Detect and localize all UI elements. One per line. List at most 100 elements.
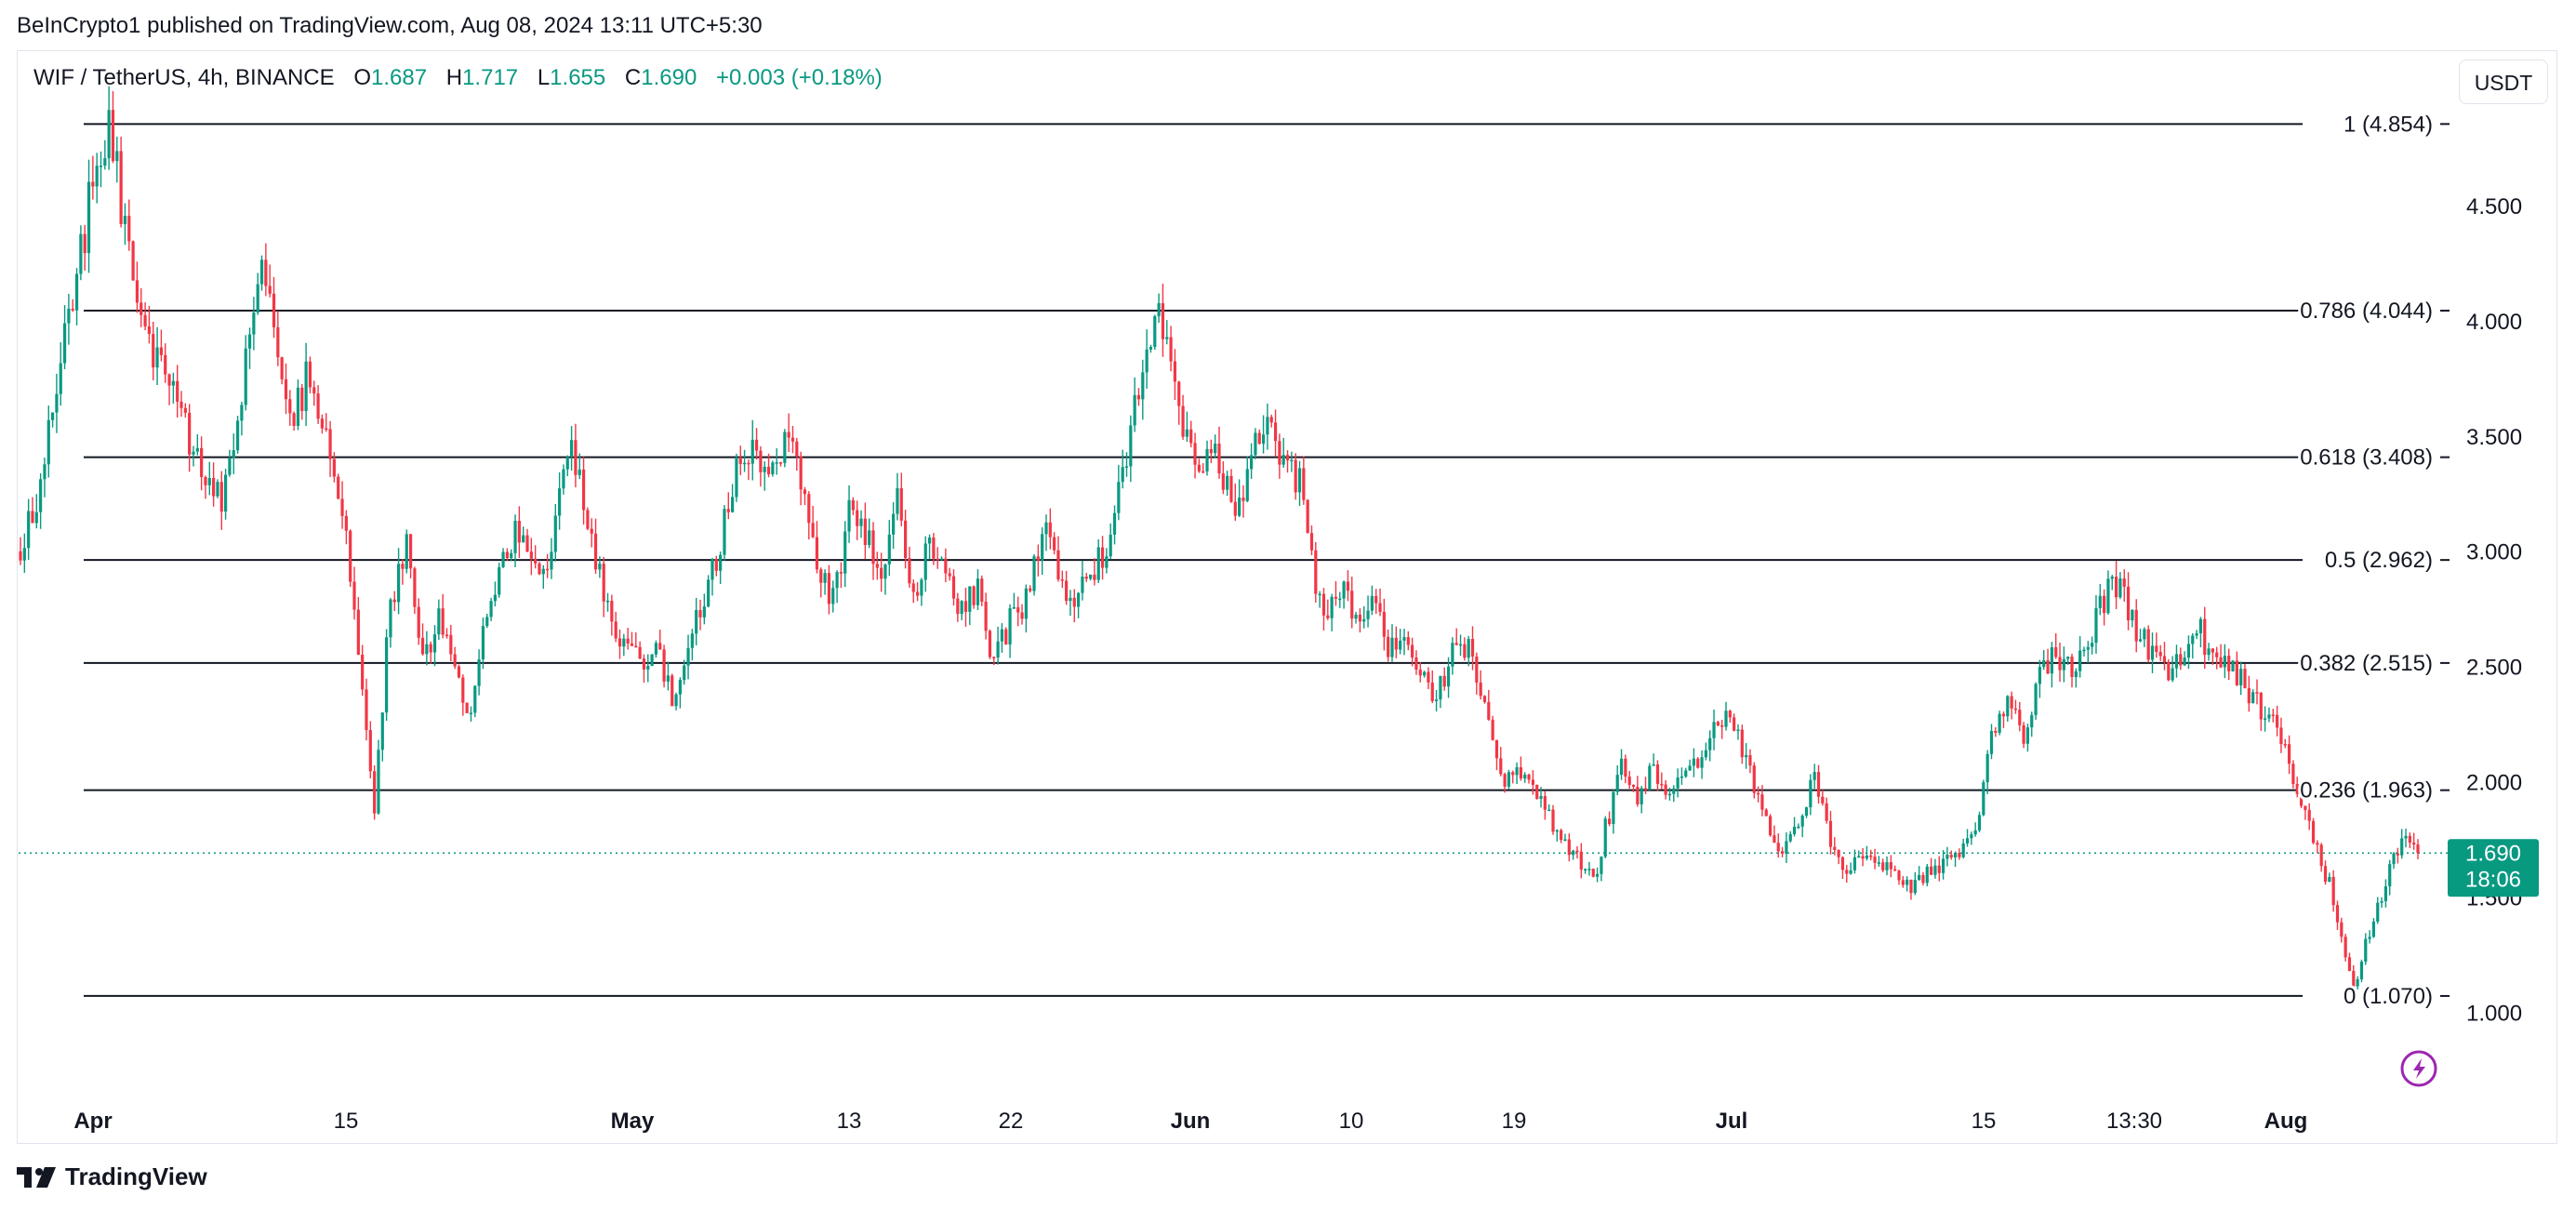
- candle-body: [1752, 765, 1756, 793]
- candle-body: [546, 568, 550, 571]
- currency-button[interactable]: USDT: [2459, 60, 2548, 104]
- candle-body: [316, 393, 320, 419]
- candle-body: [228, 458, 232, 475]
- candle-body: [2259, 692, 2263, 720]
- candle-body: [1020, 612, 1024, 619]
- candle-body: [1684, 770, 1688, 777]
- candle-body: [1173, 361, 1177, 382]
- candle-body: [2295, 783, 2299, 794]
- candle-body: [2158, 651, 2162, 657]
- candle-body: [2331, 876, 2335, 906]
- candle-body: [951, 576, 956, 599]
- candle-body: [944, 558, 948, 574]
- candle-body: [312, 387, 316, 394]
- candle-body: [674, 694, 678, 707]
- candle-body: [2416, 844, 2420, 854]
- candle-body: [296, 387, 300, 426]
- candle-body: [1631, 785, 1636, 788]
- candle-body: [1945, 855, 1949, 859]
- candle-body: [2276, 714, 2279, 728]
- time-axis[interactable]: Apr 15 May 13 22 Jun 10 19 Jul 15 13:30 Aug: [73, 1109, 2307, 1134]
- candle-body: [790, 437, 795, 442]
- candle-body: [1242, 498, 1245, 501]
- candle-body: [654, 643, 658, 655]
- candle-body: [1181, 405, 1185, 437]
- candle-body: [1169, 337, 1173, 362]
- candle-body: [1024, 588, 1028, 619]
- tradingview-logo-icon: [17, 1166, 56, 1188]
- candle-body: [1202, 471, 1205, 473]
- candle-body: [373, 771, 377, 814]
- candle-body: [887, 534, 891, 565]
- candle-body: [22, 548, 26, 561]
- candle-body: [401, 564, 405, 569]
- candle-body: [2404, 835, 2408, 839]
- candle-body: [1600, 857, 1603, 874]
- candle-body: [1065, 580, 1069, 602]
- candle-body: [1121, 467, 1124, 483]
- candle-body: [1901, 880, 1905, 885]
- candle-body: [593, 533, 598, 570]
- candle-body: [590, 528, 593, 534]
- candle-body: [332, 458, 336, 477]
- candle-body: [695, 609, 698, 634]
- candle-body: [1008, 608, 1012, 644]
- candle-body: [2287, 744, 2291, 764]
- candle-body: [1133, 394, 1136, 426]
- candle-body: [2183, 658, 2186, 666]
- candle-body: [565, 457, 569, 470]
- candle-body: [1342, 581, 1346, 599]
- candle-body: [586, 510, 590, 529]
- candle-body: [2299, 793, 2304, 806]
- candle-body: [2030, 714, 2034, 728]
- candle-body: [2150, 645, 2155, 660]
- candle-body: [980, 578, 984, 603]
- candle-body: [1712, 722, 1716, 738]
- candle-body: [1233, 501, 1237, 516]
- candle-body: [1579, 851, 1583, 870]
- candle-body: [2046, 659, 2050, 674]
- candle-body: [562, 469, 565, 489]
- candle-body: [2054, 646, 2058, 658]
- candle-body: [143, 314, 147, 326]
- candle-body: [1382, 611, 1386, 637]
- candle-body: [195, 447, 199, 452]
- alert-icon[interactable]: [2400, 1050, 2437, 1087]
- candle-body: [538, 563, 541, 575]
- candle-body: [2114, 577, 2118, 598]
- candle-body: [2255, 692, 2259, 694]
- candle-body: [337, 476, 340, 499]
- price-axis[interactable]: 1.0001.5002.0002.5003.0003.5004.0004.500…: [2466, 79, 2522, 1026]
- candle-body: [868, 530, 871, 546]
- candle-body: [2179, 654, 2183, 666]
- publish-line: BeInCrypto1 published on TradingView.com…: [17, 13, 763, 38]
- candle-body: [948, 573, 951, 577]
- candle-body: [284, 379, 288, 400]
- candle-body: [1491, 719, 1494, 740]
- candle-body: [525, 535, 529, 552]
- candle-body: [787, 432, 790, 438]
- candle-body: [1519, 767, 1523, 779]
- candle-body: [1840, 857, 1845, 870]
- candle-body: [477, 659, 481, 686]
- candle-body: [67, 308, 71, 324]
- symbol-label[interactable]: WIF / TetherUS, 4h, BINANCE: [33, 65, 335, 90]
- candle-body: [1852, 857, 1857, 870]
- candle-body: [851, 499, 855, 511]
- candle-body: [501, 551, 505, 567]
- candle-body: [1865, 855, 1869, 859]
- candle-body: [856, 510, 859, 526]
- candle-body: [1575, 850, 1579, 853]
- candle-body: [2122, 578, 2126, 587]
- candle-body: [843, 531, 847, 574]
- candle-body: [1330, 596, 1334, 618]
- candle-body: [46, 419, 50, 465]
- candle-body: [469, 712, 473, 714]
- candle-body: [642, 658, 646, 670]
- fib-label-2: 0.618 (3.408): [2300, 445, 2433, 471]
- candle-body: [389, 599, 392, 638]
- candle-body: [2091, 643, 2094, 647]
- candle-body: [1535, 784, 1539, 799]
- tradingview-logo[interactable]: TradingView: [17, 1162, 207, 1191]
